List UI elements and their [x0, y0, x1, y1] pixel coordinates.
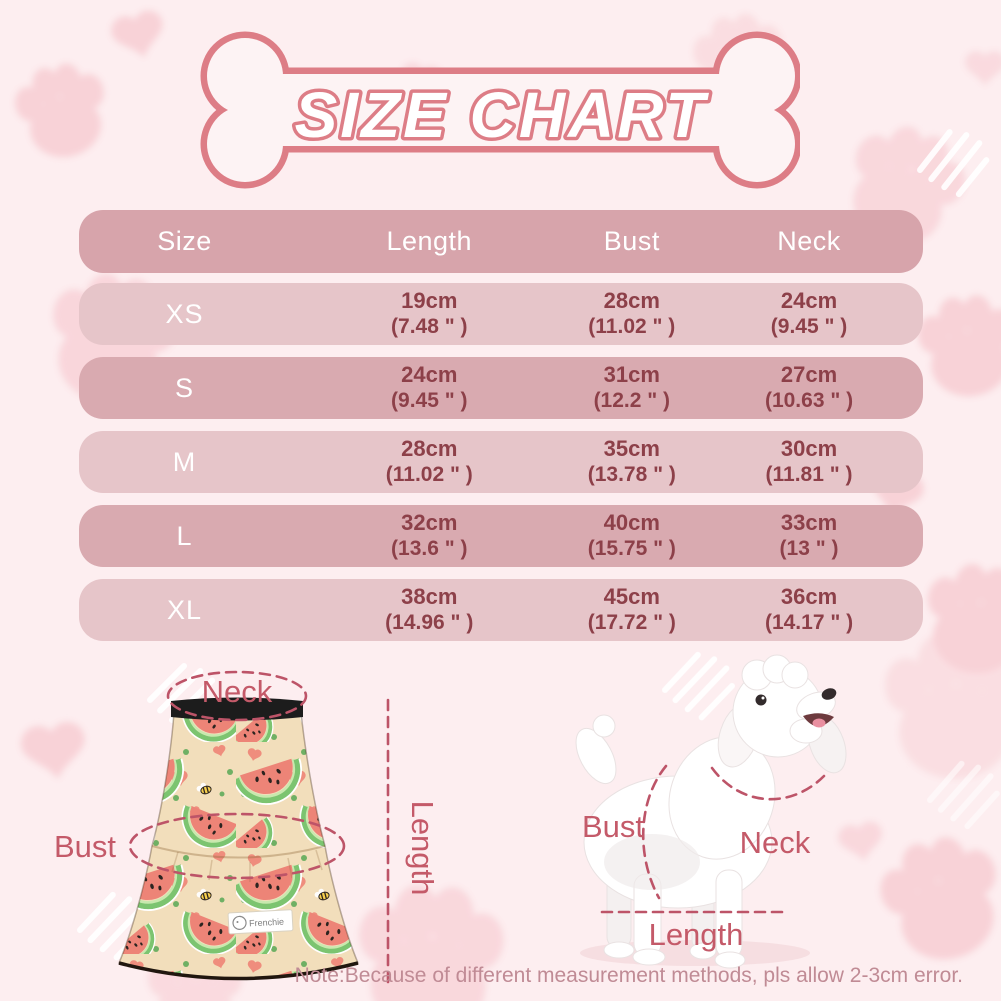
dog-nose [821, 688, 837, 700]
length-value: 28cm (11.02 " ) [385, 436, 473, 486]
bust-value: 31cm (12.2 " ) [593, 362, 671, 412]
hem-edge [118, 961, 359, 981]
header-col-length: Length [386, 226, 473, 256]
garment-bust-label: Bust [53, 829, 117, 864]
dog-bust-label: Bust [581, 809, 645, 844]
table-header-row: Size Length Bust Neck [79, 210, 923, 273]
length-value: 32cm (13.6 " ) [391, 510, 468, 560]
bust-value: 40cm (15.75 " ) [587, 510, 676, 560]
garment-length-label: Length [405, 800, 440, 896]
dog-neck-label: Neck [739, 825, 811, 860]
neck-value: 27cm (10.63 " ) [764, 362, 854, 412]
bone-icon: SIZE CHART [200, 31, 802, 189]
garment-neck-label: Neck [201, 674, 273, 709]
dog-tongue [812, 718, 826, 728]
note-text: Note:Because of different measurement me… [294, 964, 963, 987]
length-value: 24cm (9.45 " ) [391, 362, 468, 412]
bust-value: 28cm (11.02 " ) [588, 288, 676, 338]
neck-value: 24cm (9.45 " ) [770, 288, 848, 338]
length-value: 38cm (14.96 " ) [385, 584, 474, 634]
table-row-xs: XS 19cm (7.48 " ) 28cm (11.02 " ) 24cm (9.4… [79, 283, 923, 345]
page-title: SIZE CHART [295, 79, 710, 151]
size-label: S [174, 372, 194, 403]
dog-neck-line [710, 766, 826, 801]
table-row-xl: XL 38cm (14.96 " ) 45cm (17.72 " ) 36cm (14… [79, 579, 923, 641]
size-chart-banner: SIZE CHART [200, 30, 802, 190]
size-table: Size Length Bust Neck XS 19cm (7.48 " ) 2… [79, 210, 923, 653]
bust-value: 45cm (17.72 " ) [587, 584, 676, 634]
size-label: M [172, 446, 197, 477]
size-label: XL [166, 594, 203, 625]
dog-length-label: Length [648, 917, 744, 952]
brand-tag: Frenchie [227, 909, 294, 935]
neck-value: 33cm (13 " ) [779, 510, 839, 560]
garment-bust-ellipse [128, 812, 346, 880]
header-col-bust: Bust [603, 226, 660, 256]
dog-bust-line [641, 764, 668, 900]
header-col-size: Size [157, 226, 212, 256]
header-col-neck: Neck [777, 226, 841, 256]
table-row-m: M 28cm (11.02 " ) 35cm (13.78 " ) 30cm (11.… [79, 431, 923, 493]
table-row-s: S 24cm (9.45 " ) 31cm (12.2 " ) 27cm (10.63… [79, 357, 923, 419]
brand-tag-label: Frenchie [249, 917, 284, 929]
length-value: 19cm (7.48 " ) [391, 288, 468, 338]
size-label: L [176, 520, 193, 551]
dog-photo [575, 654, 847, 969]
size-label: XS [165, 298, 204, 329]
neck-value: 30cm (11.81 " ) [765, 436, 853, 486]
dog-eye [755, 694, 767, 706]
table-row-l: L 32cm (13.6 " ) 40cm (15.75 " ) 33cm (13 "… [79, 505, 923, 567]
collar-band [171, 697, 303, 721]
bust-value: 35cm (13.78 " ) [587, 436, 676, 486]
neck-value: 36cm (14.17 " ) [764, 584, 854, 634]
garment-neck-ellipse [166, 670, 308, 722]
